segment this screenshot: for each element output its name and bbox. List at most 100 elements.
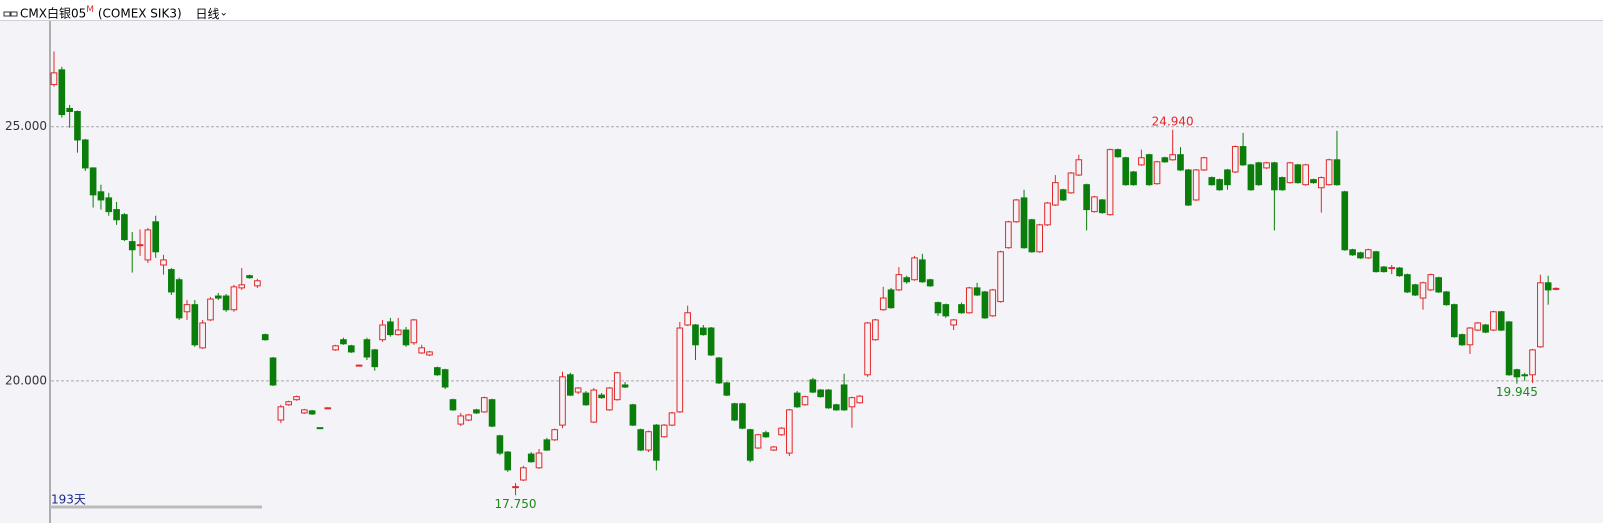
candle-body: [715, 357, 723, 384]
candle-body: [786, 409, 793, 454]
candle-body: [465, 414, 472, 421]
candle-body: [410, 319, 418, 344]
candle-body: [934, 302, 942, 314]
candle-body: [1161, 157, 1169, 163]
candle-body: [214, 295, 222, 299]
candle-body: [746, 429, 754, 461]
candle-body: [731, 403, 738, 421]
candle-body: [1396, 267, 1403, 277]
candle-body: [152, 221, 160, 253]
candle-body: [973, 287, 981, 296]
candle-body: [50, 72, 58, 86]
candle-body: [1537, 282, 1544, 348]
candle-body: [222, 295, 230, 311]
candle-body: [676, 327, 684, 413]
candle-body: [942, 304, 950, 317]
candle-body: [1231, 146, 1239, 173]
candle-body: [621, 384, 629, 388]
extreme-label: 19.945: [1496, 385, 1538, 399]
candle-body: [316, 427, 324, 430]
candle-body: [1138, 157, 1145, 166]
candle-body: [402, 329, 410, 346]
candle-body: [1427, 274, 1435, 291]
candle-body: [1317, 177, 1325, 189]
candle-body: [950, 319, 957, 326]
candle-body: [332, 345, 339, 351]
candle-body: [347, 345, 355, 353]
candle-body: [1130, 171, 1137, 186]
candle-body: [1474, 322, 1482, 331]
candle-body: [1497, 311, 1505, 331]
flag: M: [86, 5, 94, 15]
candle-body: [832, 404, 840, 411]
symbol: CMX白银05: [20, 6, 87, 21]
candle-body: [1450, 304, 1458, 338]
candle-body: [387, 321, 394, 336]
candle-body: [1028, 219, 1036, 253]
candle-body: [199, 322, 206, 349]
candle-body: [770, 446, 778, 451]
candle-body: [426, 351, 433, 356]
candle-body: [840, 384, 848, 411]
dropdown-arrow[interactable]: ⌄: [219, 7, 228, 19]
candle-body: [707, 327, 715, 356]
candle-body: [1482, 324, 1489, 333]
candle-body: [1098, 199, 1106, 214]
extreme-label: 17.750: [495, 497, 537, 511]
period-selector[interactable]: 日线: [195, 6, 220, 21]
link-icon: [3, 11, 18, 16]
candle-body: [1083, 184, 1090, 211]
candle-body: [590, 389, 598, 423]
candle-body: [89, 167, 97, 196]
candle-body: [480, 397, 488, 413]
candle-body: [723, 382, 731, 396]
candle-body: [1411, 284, 1419, 296]
candle-body: [261, 334, 269, 341]
candle-body: [762, 432, 770, 438]
chart: 193天 20.000 25.000 24.940 17.750 19.945: [5, 21, 1603, 523]
candle-body: [418, 347, 425, 354]
candle-body: [434, 367, 441, 376]
candle-body: [488, 399, 496, 427]
candle-body: [1458, 334, 1466, 346]
candle-body: [1286, 162, 1294, 184]
candle-body: [308, 410, 316, 415]
candle-body: [754, 434, 762, 449]
candle-body: [324, 407, 332, 410]
candle-body: [269, 357, 277, 386]
candle-body: [848, 397, 856, 408]
candle-body: [668, 412, 676, 426]
candle-body: [74, 110, 81, 141]
y-tick-label: 20.000: [5, 373, 47, 387]
candle-body: [566, 374, 574, 396]
candle-body: [574, 387, 582, 393]
candle-body: [1059, 189, 1067, 201]
candle-body: [739, 403, 746, 429]
candle-body: [160, 259, 167, 266]
candle-body: [1364, 249, 1372, 259]
candle-body: [856, 395, 864, 404]
candle-body: [1012, 199, 1020, 223]
candle-body: [457, 415, 465, 425]
candle-body: [1521, 374, 1529, 377]
candle-body: [997, 251, 1004, 303]
candle-body: [1091, 196, 1098, 213]
candle-body: [1122, 157, 1130, 186]
candle-body: [1505, 321, 1513, 376]
candle-body: [1490, 311, 1497, 331]
candle-body: [1372, 251, 1380, 273]
candle-body: [371, 349, 379, 368]
candle-body: [919, 259, 926, 283]
candle-body: [864, 322, 871, 376]
candle-body: [246, 275, 253, 279]
candle-body: [66, 107, 73, 112]
candle-body: [504, 451, 512, 471]
candle-body: [1106, 149, 1114, 216]
candle-body: [1052, 182, 1059, 206]
candle-body: [637, 429, 645, 451]
candle-body: [598, 394, 605, 399]
candle-body: [958, 304, 965, 314]
candle-body: [1435, 277, 1442, 293]
candle-body: [1145, 154, 1153, 186]
